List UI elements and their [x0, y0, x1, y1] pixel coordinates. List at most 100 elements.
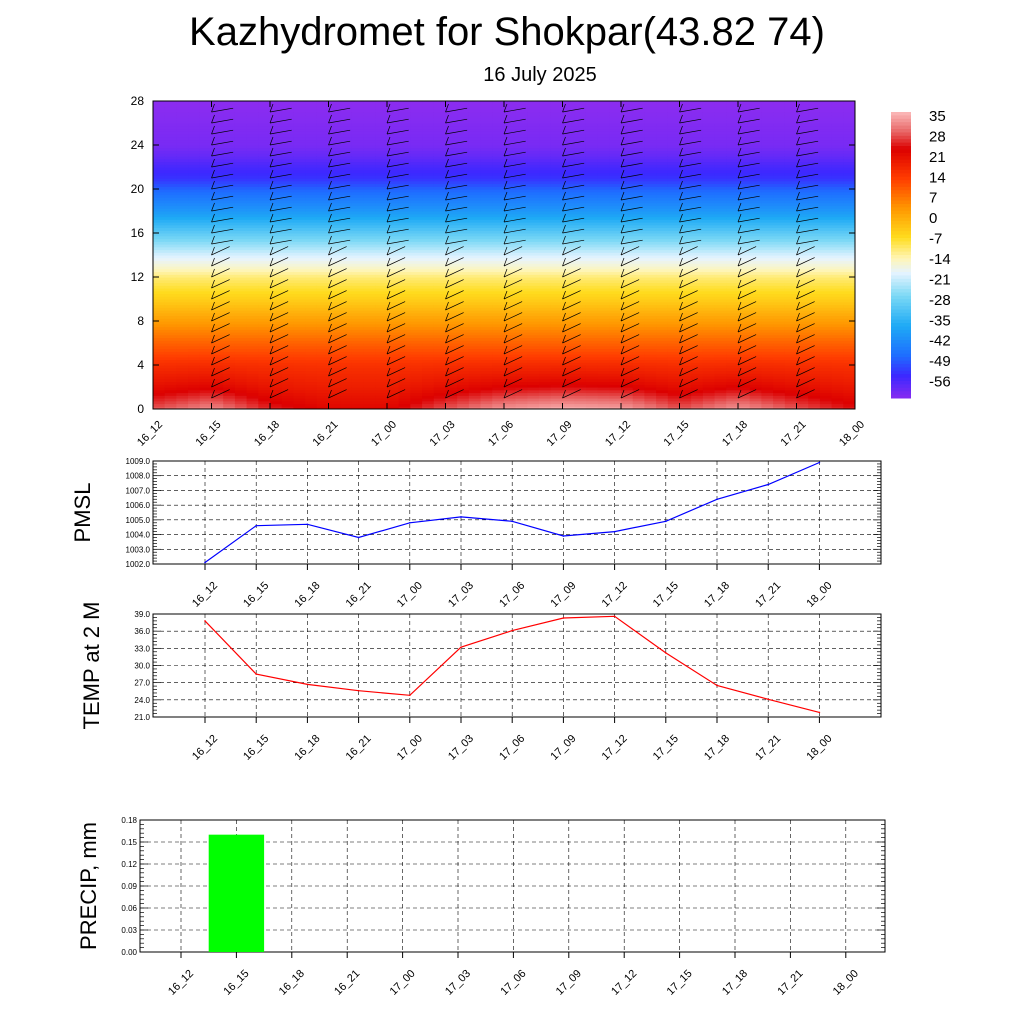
heatmap-cell — [199, 125, 213, 130]
heatmap-cell — [597, 337, 610, 341]
heatmap-cell — [188, 285, 201, 289]
heatmap-cell — [164, 208, 177, 212]
heatmap-cell — [293, 123, 306, 127]
heatmap-cell — [433, 367, 447, 372]
heatmap-cell — [293, 224, 306, 229]
heatmap-cell — [281, 224, 294, 229]
heatmap-cell — [234, 279, 248, 284]
heatmap-cell — [153, 389, 166, 394]
heatmap-cell — [316, 142, 330, 146]
heatmap-cell — [387, 194, 400, 198]
heatmap-cell — [375, 205, 388, 209]
heatmap-cell — [211, 315, 224, 319]
heatmap-cell — [363, 400, 376, 405]
heatmap-cell — [211, 359, 224, 363]
heatmap-cell — [246, 167, 259, 171]
heatmap-cell — [270, 332, 283, 336]
heatmap-cell — [246, 318, 259, 322]
heatmap-cell — [410, 244, 423, 248]
heatmap-cell — [387, 180, 400, 185]
heatmap-cell — [433, 139, 447, 143]
heatmap-cell — [527, 376, 540, 380]
heatmap-cell — [656, 299, 669, 303]
heatmap-cell — [387, 356, 400, 361]
heatmap-cell — [562, 224, 575, 229]
heatmap-cell — [270, 373, 283, 377]
heatmap-cell — [504, 101, 517, 105]
heatmap-cell — [316, 156, 330, 160]
heatmap-cell — [585, 134, 599, 138]
heatmap-cell — [515, 101, 528, 105]
heatmap-cell — [621, 326, 634, 330]
heatmap-cell — [258, 387, 271, 391]
heatmap-cell — [433, 131, 447, 135]
heatmap-cell — [433, 332, 447, 336]
heatmap-cell — [539, 277, 552, 281]
heatmap-cell — [398, 205, 411, 209]
heatmap-cell — [246, 202, 259, 207]
heatmap-cell — [480, 279, 493, 284]
heatmap-cell — [644, 112, 657, 116]
heatmap-cell — [632, 249, 645, 253]
heatmap-cell — [375, 296, 388, 300]
heatmap-cell — [632, 134, 645, 138]
heatmap-cell — [351, 332, 365, 336]
heatmap-cell — [305, 348, 318, 352]
heatmap-cell — [562, 263, 575, 267]
heatmap-cell — [164, 186, 177, 190]
heatmap-cell — [574, 362, 587, 366]
heatmap-cell — [644, 235, 657, 240]
heatmap-cell — [468, 400, 482, 405]
heatmap-cell — [293, 180, 306, 185]
heatmap-cell — [223, 178, 236, 182]
heatmap-cell — [527, 290, 540, 295]
heatmap-cell — [375, 343, 388, 347]
heatmap-cell — [492, 208, 505, 212]
heatmap-cell — [316, 307, 330, 311]
heatmap-cell — [398, 260, 411, 264]
heatmap-cell — [246, 376, 259, 380]
heatmap-cell — [176, 389, 189, 394]
heatmap-cell — [270, 398, 283, 402]
heatmap-cell — [211, 290, 224, 295]
heatmap-cell — [410, 299, 423, 303]
heatmap-cell — [574, 145, 587, 149]
heatmap-cell — [351, 337, 365, 341]
heatmap-cell — [515, 158, 528, 163]
heatmap-cell — [270, 381, 283, 385]
heatmap-cell — [234, 123, 248, 127]
heatmap-cell — [328, 304, 341, 308]
heatmap-cell — [597, 315, 610, 319]
heatmap-cell — [164, 202, 177, 207]
heatmap-cell — [515, 222, 528, 226]
heatmap-cell — [351, 175, 365, 179]
heatmap-cell — [164, 384, 177, 388]
heatmap-cell — [539, 337, 552, 341]
heatmap-cell — [468, 208, 482, 212]
heatmap-cell — [281, 131, 294, 135]
heatmap-cell — [527, 356, 540, 361]
heatmap-cell — [457, 334, 470, 339]
heatmap-cell — [375, 180, 388, 185]
heatmap-cell — [281, 134, 294, 138]
heatmap-cell — [199, 293, 213, 297]
heatmap-cell — [504, 222, 517, 226]
heatmap-cell — [270, 211, 283, 215]
heatmap-cell — [211, 381, 224, 385]
heatmap-cell — [340, 332, 353, 336]
heatmap-cell — [656, 395, 669, 399]
heatmap-cell — [188, 370, 201, 374]
heatmap-cell — [211, 117, 224, 121]
heatmap-cell — [340, 252, 353, 256]
heatmap-cell — [351, 136, 365, 141]
heatmap-cell — [234, 345, 248, 350]
heatmap-cell — [504, 326, 517, 330]
heatmap-cell — [492, 299, 505, 303]
heatmap-cell — [281, 370, 294, 374]
heatmap-cell — [281, 403, 294, 407]
heatmap-cell — [188, 307, 201, 311]
heatmap-cell — [246, 128, 259, 132]
heatmap-cell — [656, 365, 669, 369]
heatmap-cell — [480, 161, 493, 165]
heatmap-cell — [550, 230, 564, 234]
